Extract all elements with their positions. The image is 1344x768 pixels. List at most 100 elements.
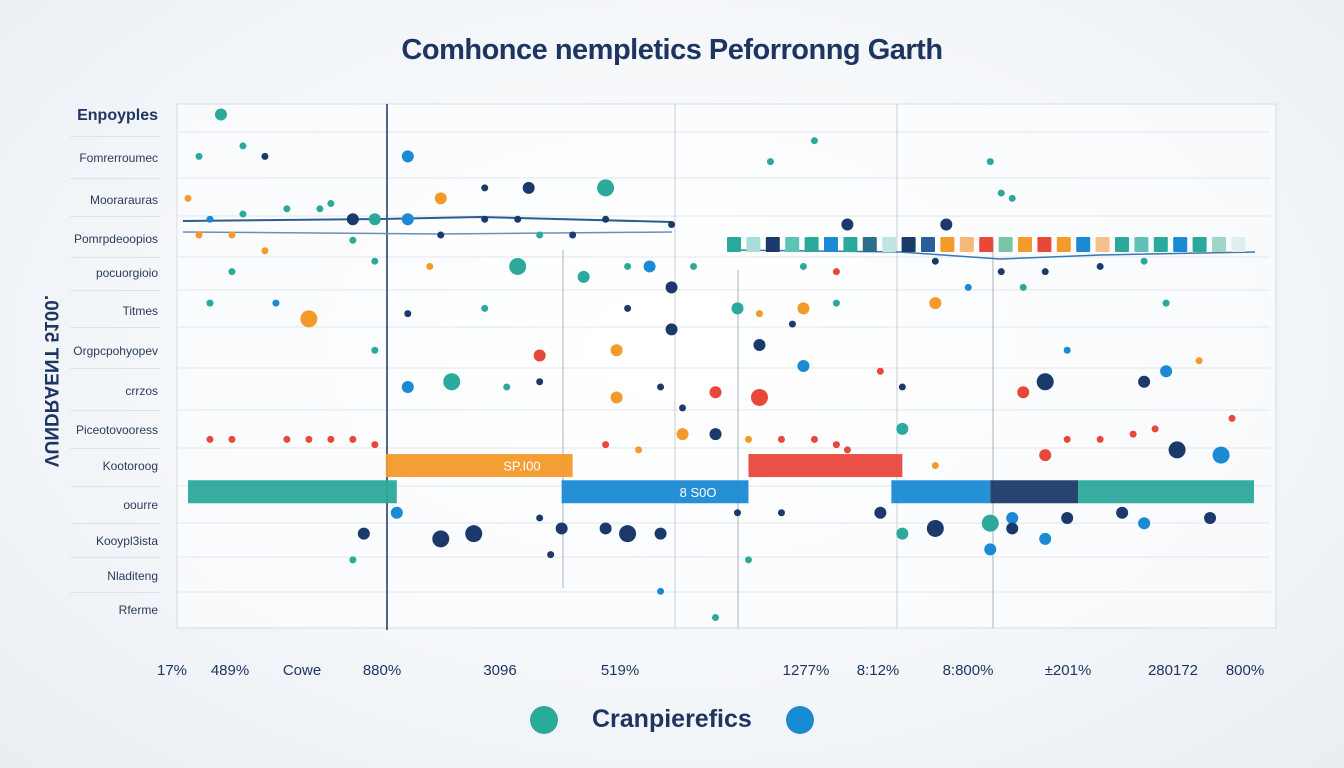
data-point [195,152,203,160]
data-point [437,231,445,239]
strip-segment [804,237,819,252]
data-point [753,339,766,352]
data-point [514,215,522,223]
row-label: Fomrerroumec [79,151,158,165]
data-point [1036,373,1054,391]
data-point [931,462,939,470]
strip-segment [1173,237,1188,252]
data-point [1195,357,1203,365]
data-point [1041,268,1049,276]
strip-segment [1212,237,1226,252]
row-header: Enpoyples [77,107,158,124]
data-point [1096,262,1104,270]
data-point [676,428,689,441]
data-point [206,215,214,223]
data-point [619,525,637,543]
strip-segment [882,237,897,252]
data-point [843,446,851,454]
data-point [371,257,379,265]
data-point [272,299,280,307]
data-point [569,231,577,239]
strip-segment [1134,237,1149,252]
strip-segment [1153,237,1168,252]
row-label: Kootoroog [102,459,158,473]
x-tick-label: Cowe [282,662,322,679]
strip-segment [979,237,994,252]
data-point [929,297,942,310]
data-point [657,383,665,391]
strip-segment [1076,237,1091,252]
data-point [371,441,379,449]
row-label: pocuorgioio [95,266,158,280]
data-point [777,435,785,443]
strip-segment [940,237,955,252]
legend-blue-swatch [785,705,814,734]
data-point [401,380,414,393]
data-point [1204,511,1217,524]
data-point [368,213,381,226]
data-point [327,200,335,208]
data-point [690,262,698,270]
data-point [509,257,527,275]
data-point [555,522,568,535]
data-point [896,527,909,540]
data-point [733,509,741,517]
data-point [709,428,722,441]
data-point [997,189,1005,197]
data-point [401,213,414,226]
data-point [1039,449,1052,462]
data-point [481,184,489,192]
data-point [810,435,818,443]
row-label: Pomrpdeoopios [73,232,158,246]
data-point [426,262,434,270]
data-point [679,404,687,412]
data-point [443,373,461,391]
data-point [1061,511,1074,524]
data-point [346,213,359,226]
row-label: Nladiteng [107,569,158,583]
data-point [964,283,972,291]
data-point [810,137,818,145]
data-point [577,270,590,283]
strip-segment [1056,237,1071,252]
data-point [926,519,944,537]
row-divider [70,178,160,179]
data-point [931,257,939,265]
data-point [184,194,192,202]
row-divider [70,592,160,593]
strip-segment [746,237,761,252]
data-point [898,383,906,391]
row-divider [70,290,160,291]
data-point [390,506,403,519]
data-point [261,152,269,160]
data-point [305,435,313,443]
row-divider [70,368,160,369]
trend-line [182,215,673,223]
strip-segment [1095,237,1110,252]
data-point [986,158,994,166]
row-label: Piceotovooress [75,423,158,437]
data-point [536,514,544,522]
data-point [731,302,744,315]
data-point [602,215,610,223]
data-point [797,302,810,315]
data-point [841,218,854,231]
data-point [797,360,810,372]
legend-teal-swatch [530,705,558,734]
x-tick-label: ±201% [1044,662,1092,679]
row-label: Moorarauras [89,193,158,207]
data-point [536,378,544,386]
data-point [1129,430,1137,438]
data-point [981,514,999,532]
data-point [503,383,511,391]
row-divider [70,486,160,487]
data-point [1006,511,1019,524]
data-point [228,231,236,239]
data-point [755,310,763,318]
data-point [1063,346,1071,354]
data-point [1006,522,1019,535]
data-point [665,281,678,294]
legend: Cranpierefics [530,705,814,734]
range-bar [561,480,749,504]
